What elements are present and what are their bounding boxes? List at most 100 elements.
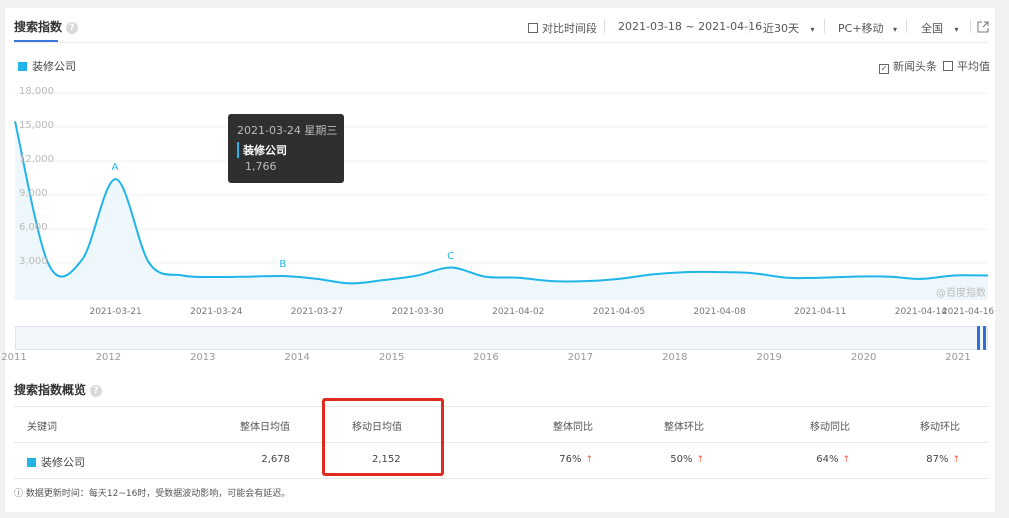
navigator-year-label: 2012 [95,352,122,363]
column-header: 移动日均值 [352,422,402,433]
divider [906,19,907,33]
navigator-year-label: 2018 [662,352,688,363]
x-tick-label: 2021-03-30 [391,307,444,317]
series-swatch [18,62,27,71]
tooltip-series: 装修公司 [237,142,335,158]
y-tick-label: 6,000 [19,222,48,233]
navigator-year-label: 2019 [756,352,782,363]
y-tick-label: 12,000 [19,154,54,165]
table-divider [14,442,988,443]
region-value: 全国 [921,22,943,35]
series-line[interactable] [14,121,989,285]
help-icon[interactable]: ? [66,21,79,34]
average-label: 平均值 [957,60,990,73]
chevron-down-icon: ▾ [954,25,959,34]
overall-yoy-cell: 76% [559,454,582,465]
column-header: 整体环比 [664,422,704,433]
x-tick-label: 2021-03-21 [89,307,142,317]
overview-title-text: 搜索指数概览 [14,383,87,397]
checkbox-icon [943,61,953,71]
column-header: 关键词 [27,422,57,433]
x-tick-label: 2021-03-27 [290,307,344,317]
navigator-year-label: 2014 [284,352,310,363]
divider [824,19,825,33]
average-checkbox[interactable]: 平均值 [943,58,990,74]
period-dropdown[interactable]: 近30天 ▾ [763,20,815,36]
update-note: ⓘ 数据更新时间：每天12~16时，受数据波动影响，可能会有延迟。 [14,489,291,499]
highlight-box [322,398,444,476]
column-header: 移动同比 [810,422,850,433]
annotation-marker: A [111,162,119,174]
title-text: 搜索指数 [14,20,63,34]
period-value: 近30天 [763,22,799,35]
arrow-up-icon: ↑ [842,455,850,465]
series-swatch [27,458,36,467]
search-index-panel [5,8,995,512]
overall-avg-cell: 2,678 [261,454,290,465]
divider [14,42,988,43]
legend-label: 装修公司 [32,60,76,73]
device-dropdown[interactable]: PC+移动 ▾ [838,20,897,36]
external-link-icon[interactable] [977,18,989,37]
x-tick-label: 2021-04-02 [492,307,545,317]
chevron-down-icon: ▾ [893,25,898,34]
page-title: 搜索指数? [14,18,79,35]
news-label: 新闻头条 [893,60,937,73]
arrow-up-icon: ↑ [696,455,704,465]
compare-period-checkbox[interactable]: 对比时间段 [528,20,597,36]
watermark: @百度指数 [936,288,986,299]
column-header: 移动环比 [920,422,960,433]
line-chart[interactable] [0,0,1009,320]
navigator-year-label: 2020 [850,352,877,363]
column-header: 整体同比 [553,422,593,433]
x-tick-label: 2021-03-24 [190,307,243,317]
overview-title: 搜索指数概览? [14,381,103,398]
navigator-handle-left[interactable] [977,326,980,350]
keyword-text: 装修公司 [41,456,85,469]
help-icon[interactable]: ? [90,384,103,397]
tooltip-date: 2021-03-24 星期三 [237,124,338,137]
arrow-up-icon: ↑ [585,455,593,465]
divider [604,19,605,33]
compare-label: 对比时间段 [542,22,597,35]
device-value: PC+移动 [838,22,884,35]
table-divider [14,478,988,479]
overall-mom-cell: 50% [670,454,693,465]
x-tick-label: 2021-04-14 [894,307,948,317]
y-tick-label: 15,000 [19,120,54,131]
navigator-year-label: 2015 [378,352,405,363]
navigator-year-label: 2011 [1,352,27,363]
time-navigator[interactable] [15,326,988,350]
y-tick-label: 3,000 [19,256,48,267]
legend-item[interactable]: 装修公司 [18,58,76,74]
navigator-year-label: 2021 [945,352,971,363]
divider [970,19,971,33]
region-dropdown[interactable]: 全国 ▾ [921,20,959,36]
table-divider [14,406,988,407]
chevron-down-icon: ▾ [810,25,815,34]
navigator-year-label: 2016 [473,352,499,363]
checkbox-icon [528,23,538,33]
arrow-up-icon: ↑ [952,455,960,465]
column-header: 整体日均值 [240,422,290,433]
date-range-picker[interactable]: 2021-03-18 ~ 2021-04-16 [618,20,763,33]
series-area [15,121,988,300]
news-checkbox[interactable]: ✓ 新闻头条 [879,58,937,74]
active-tab-indicator [14,40,58,42]
mobile-yoy-cell: 64% [816,454,839,465]
mobile-mom-cell: 87% [926,454,949,465]
checkbox-checked-icon: ✓ [879,64,889,74]
y-tick-label: 18,000 [19,86,54,97]
x-tick-label: 2021-04-08 [693,307,746,317]
keyword-cell: 装修公司 [27,454,85,470]
annotation-marker: C [447,250,455,262]
chart-tooltip: 2021-03-24 星期三 装修公司 1,766 [228,114,344,183]
annotation-marker: B [279,259,287,271]
x-tick-label: 2021-04-16 [941,307,995,317]
tooltip-value: 1,766 [245,160,277,173]
navigator-year-label: 2017 [567,352,594,363]
navigator-year-label: 2013 [190,352,216,363]
divider [749,19,750,33]
x-tick-label: 2021-04-05 [592,307,646,317]
navigator-handle-right[interactable] [983,326,986,350]
